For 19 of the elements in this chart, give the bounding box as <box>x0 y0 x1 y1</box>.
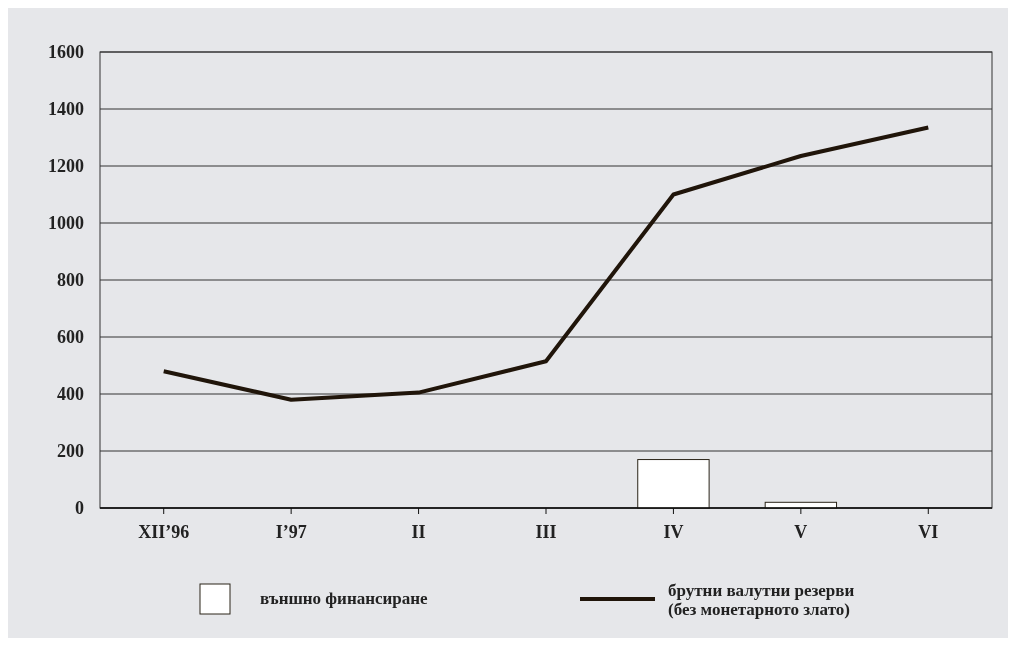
x-tick-label: XII’96 <box>138 522 190 542</box>
x-tick-label: I’97 <box>275 522 307 542</box>
y-tick-label: 400 <box>57 384 84 405</box>
legend-label: външно финансиране <box>260 588 429 608</box>
y-tick-label: 0 <box>75 498 84 519</box>
x-tick-label: VI <box>918 522 939 542</box>
y-tick-label: 1400 <box>48 99 84 120</box>
x-tick-label: III <box>535 522 557 542</box>
x-tick-label: V <box>794 522 808 542</box>
y-tick-label: 1200 <box>48 156 84 177</box>
legend-label: брутни валутни резерви (без монетарното злато) <box>668 580 855 619</box>
y-tick-label: 800 <box>57 270 84 291</box>
y-tick-label: 200 <box>57 441 84 462</box>
x-tick-label: IV <box>663 522 684 542</box>
y-tick-label: 1000 <box>48 213 84 234</box>
y-tick-label: 1600 <box>48 42 84 63</box>
y-tick-label: 600 <box>57 327 84 348</box>
x-tick-label: II <box>411 522 426 542</box>
line-series <box>161 125 931 402</box>
